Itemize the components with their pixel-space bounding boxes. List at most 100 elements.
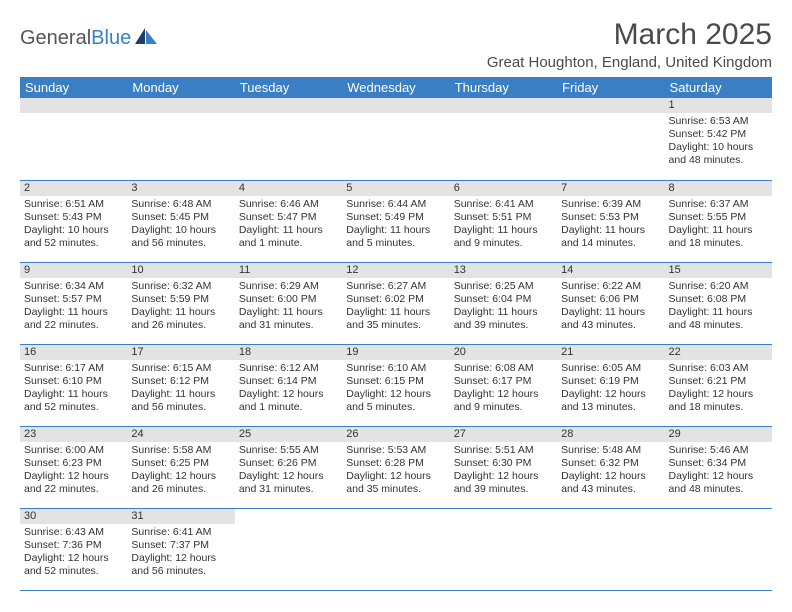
sunrise-text: Sunrise: 6:05 AM [561,362,660,375]
day-number: 12 [342,263,449,278]
calendar-cell: 12Sunrise: 6:27 AMSunset: 6:02 PMDayligh… [342,262,449,344]
day-number: 6 [450,181,557,196]
calendar-week-row: 1Sunrise: 6:53 AMSunset: 5:42 PMDaylight… [20,98,772,180]
day-details: Sunrise: 6:27 AMSunset: 6:02 PMDaylight:… [342,278,449,334]
daylight-text-1: Daylight: 11 hours [454,224,553,237]
calendar-cell: 22Sunrise: 6:03 AMSunset: 6:21 PMDayligh… [665,344,772,426]
day-number: 9 [20,263,127,278]
calendar-week-row: 2Sunrise: 6:51 AMSunset: 5:43 PMDaylight… [20,180,772,262]
daylight-text-2: and 13 minutes. [561,401,660,414]
empty-day-bar [450,98,557,113]
daylight-text-1: Daylight: 11 hours [561,224,660,237]
day-number: 1 [665,98,772,113]
location-subtitle: Great Houghton, England, United Kingdom [20,54,772,71]
sunrise-text: Sunrise: 6:46 AM [239,198,338,211]
day-number: 29 [665,427,772,442]
calendar-cell [235,98,342,180]
day-number: 24 [127,427,234,442]
calendar-cell: 2Sunrise: 6:51 AMSunset: 5:43 PMDaylight… [20,180,127,262]
brand-name-part2: Blue [91,27,131,49]
empty-day-bar [127,98,234,113]
daylight-text-1: Daylight: 11 hours [131,306,230,319]
day-number: 18 [235,345,342,360]
day-details: Sunrise: 5:53 AMSunset: 6:28 PMDaylight:… [342,442,449,498]
day-details: Sunrise: 6:05 AMSunset: 6:19 PMDaylight:… [557,360,664,416]
brand-logo: GeneralBlue [20,26,159,51]
day-details: Sunrise: 6:17 AMSunset: 6:10 PMDaylight:… [20,360,127,416]
sunrise-text: Sunrise: 6:53 AM [669,115,768,128]
sunset-text: Sunset: 6:19 PM [561,375,660,388]
calendar-cell [20,98,127,180]
day-number: 4 [235,181,342,196]
daylight-text-2: and 35 minutes. [346,483,445,496]
daylight-text-2: and 9 minutes. [454,401,553,414]
day-details: Sunrise: 6:32 AMSunset: 5:59 PMDaylight:… [127,278,234,334]
day-details: Sunrise: 5:46 AMSunset: 6:34 PMDaylight:… [665,442,772,498]
sunrise-text: Sunrise: 6:39 AM [561,198,660,211]
calendar-week-row: 9Sunrise: 6:34 AMSunset: 5:57 PMDaylight… [20,262,772,344]
day-details: Sunrise: 6:43 AMSunset: 7:36 PMDaylight:… [20,524,127,580]
weekday-header-row: Sunday Monday Tuesday Wednesday Thursday… [20,77,772,98]
day-details: Sunrise: 6:20 AMSunset: 6:08 PMDaylight:… [665,278,772,334]
sunset-text: Sunset: 5:55 PM [669,211,768,224]
sunrise-text: Sunrise: 5:48 AM [561,444,660,457]
sunset-text: Sunset: 5:43 PM [24,211,123,224]
sunset-text: Sunset: 6:23 PM [24,457,123,470]
calendar-cell: 24Sunrise: 5:58 AMSunset: 6:25 PMDayligh… [127,426,234,508]
daylight-text-1: Daylight: 11 hours [24,388,123,401]
calendar-cell [342,98,449,180]
daylight-text-2: and 35 minutes. [346,319,445,332]
calendar-cell [557,98,664,180]
sunrise-text: Sunrise: 5:55 AM [239,444,338,457]
daylight-text-1: Daylight: 12 hours [669,470,768,483]
sunrise-text: Sunrise: 6:03 AM [669,362,768,375]
daylight-text-1: Daylight: 10 hours [131,224,230,237]
header: GeneralBlue March 2025 [20,18,772,52]
sunset-text: Sunset: 6:08 PM [669,293,768,306]
sunset-text: Sunset: 6:04 PM [454,293,553,306]
day-details: Sunrise: 5:55 AMSunset: 6:26 PMDaylight:… [235,442,342,498]
calendar-cell [557,508,664,590]
calendar-cell: 27Sunrise: 5:51 AMSunset: 6:30 PMDayligh… [450,426,557,508]
day-number: 8 [665,181,772,196]
sunrise-text: Sunrise: 6:44 AM [346,198,445,211]
day-details: Sunrise: 6:08 AMSunset: 6:17 PMDaylight:… [450,360,557,416]
sunrise-text: Sunrise: 6:48 AM [131,198,230,211]
daylight-text-2: and 56 minutes. [131,401,230,414]
calendar-cell: 3Sunrise: 6:48 AMSunset: 5:45 PMDaylight… [127,180,234,262]
daylight-text-2: and 48 minutes. [669,154,768,167]
sunset-text: Sunset: 6:06 PM [561,293,660,306]
daylight-text-2: and 18 minutes. [669,401,768,414]
weekday-header: Friday [557,77,664,98]
day-number: 26 [342,427,449,442]
day-number: 31 [127,509,234,524]
day-details: Sunrise: 6:41 AMSunset: 7:37 PMDaylight:… [127,524,234,580]
sunrise-text: Sunrise: 6:20 AM [669,280,768,293]
sunrise-text: Sunrise: 6:17 AM [24,362,123,375]
calendar-week-row: 16Sunrise: 6:17 AMSunset: 6:10 PMDayligh… [20,344,772,426]
sunrise-text: Sunrise: 6:41 AM [454,198,553,211]
calendar-cell: 6Sunrise: 6:41 AMSunset: 5:51 PMDaylight… [450,180,557,262]
calendar-cell [665,508,772,590]
sunset-text: Sunset: 6:10 PM [24,375,123,388]
daylight-text-1: Daylight: 12 hours [561,388,660,401]
sunset-text: Sunset: 6:28 PM [346,457,445,470]
day-details: Sunrise: 6:10 AMSunset: 6:15 PMDaylight:… [342,360,449,416]
day-number: 20 [450,345,557,360]
daylight-text-2: and 39 minutes. [454,319,553,332]
empty-day-bar [342,98,449,113]
weekday-header: Saturday [665,77,772,98]
day-number: 16 [20,345,127,360]
daylight-text-2: and 22 minutes. [24,483,123,496]
daylight-text-1: Daylight: 10 hours [669,141,768,154]
day-number: 3 [127,181,234,196]
calendar-cell: 4Sunrise: 6:46 AMSunset: 5:47 PMDaylight… [235,180,342,262]
calendar-cell: 5Sunrise: 6:44 AMSunset: 5:49 PMDaylight… [342,180,449,262]
daylight-text-2: and 26 minutes. [131,319,230,332]
sunset-text: Sunset: 6:25 PM [131,457,230,470]
daylight-text-2: and 43 minutes. [561,319,660,332]
daylight-text-1: Daylight: 12 hours [454,388,553,401]
sunrise-text: Sunrise: 6:08 AM [454,362,553,375]
sunset-text: Sunset: 5:49 PM [346,211,445,224]
page-title: March 2025 [614,18,772,52]
